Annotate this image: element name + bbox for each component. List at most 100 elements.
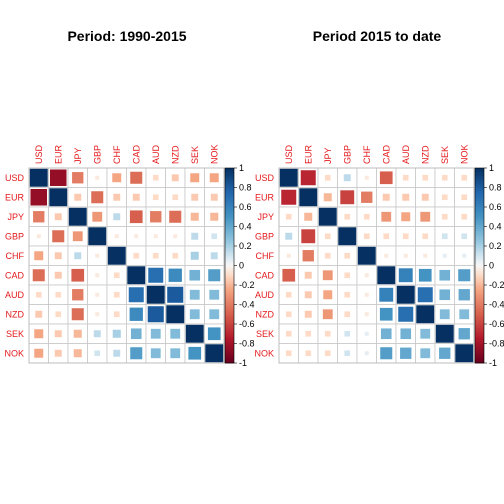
corr-square-EUR-CHF (113, 193, 121, 201)
colorbar-segment (225, 343, 234, 346)
corr-square-EUR-NZD (172, 194, 179, 201)
row-label-CAD: CAD (5, 270, 25, 280)
colorbar-tick-label: -1 (489, 358, 497, 368)
colorbar-segment (475, 331, 484, 335)
corr-square-GBP-NZD (173, 234, 178, 239)
colorbar-tick-label: 0.4 (489, 222, 502, 232)
colorbar-segment (225, 218, 234, 222)
corr-square-USD-NZD (171, 174, 179, 182)
colorbar-tick-label: -0.6 (239, 319, 255, 329)
colorbar-segment (475, 361, 484, 364)
colorbar-segment (225, 277, 234, 280)
colorbar-segment (225, 183, 234, 186)
corr-square-JPY-CHF (363, 213, 370, 220)
corr-square-GBP-JPY (72, 231, 83, 242)
colorbar-segment (475, 183, 484, 186)
colorbar-segment (475, 232, 484, 235)
colorbar-segment (475, 168, 484, 171)
corr-square-SEK-CHF (112, 329, 121, 338)
corr-square-NOK-AUD (150, 348, 161, 359)
corr-square-NZD-NOK (209, 309, 220, 320)
colorbar-segment (225, 247, 234, 251)
colorbar-tick-label: 0.6 (239, 202, 252, 212)
row-label-EUR: EUR (5, 192, 25, 202)
colorbar-segment (475, 181, 484, 184)
corr-square-GBP-AUD (402, 233, 409, 240)
colorbar-tick-label: 0.8 (489, 183, 502, 193)
colorbar-segment (475, 203, 484, 206)
colorbar-segment (475, 205, 484, 208)
corr-square-CHF-SEK (442, 253, 447, 258)
colorbar-segment (475, 189, 484, 192)
corr-square-NZD-NOK (459, 309, 470, 320)
corr-square-NZD-NZD (166, 305, 185, 324)
corr-square-NOK-CHF (364, 351, 369, 356)
correlation-panel-1990-2015: Period: 1990-2015 USD EUR JPY GBP CHF CAD AUD N… (4, 28, 254, 368)
colorbar-segment (475, 290, 484, 294)
colorbar-segment (225, 224, 234, 227)
colorbar-segment (475, 185, 484, 188)
colorbar-segment (475, 335, 484, 339)
corr-square-USD-EUR (49, 169, 67, 187)
corr-square-USD-AUD (152, 174, 159, 181)
corr-square-NOK-EUR (305, 350, 312, 357)
colorbar-segment (475, 261, 484, 264)
corr-square-CAD-GBP (344, 272, 351, 279)
colorbar-segment (475, 218, 484, 222)
corr-square-CAD-AUD (148, 267, 164, 283)
corr-square-CHF-EUR (302, 250, 314, 262)
colorbar-segment (225, 331, 234, 335)
colorbar-segment (225, 257, 234, 261)
corr-square-CHF-CHF (357, 246, 376, 265)
corr-square-GBP-CHF (114, 234, 119, 239)
corr-square-EUR-CAD (132, 193, 140, 201)
colorbar-segment (475, 349, 484, 352)
corr-square-JPY-NOK (461, 213, 468, 220)
corr-square-CAD-NZD (418, 268, 432, 282)
corr-square-GBP-CAD (134, 234, 139, 239)
colorbar-segment (225, 191, 234, 194)
colorbar-segment (225, 255, 234, 259)
corr-square-AUD-CHF (113, 291, 120, 298)
colorbar-segment (475, 281, 484, 284)
corr-square-EUR-USD (30, 188, 48, 206)
colorbar-segment (225, 296, 234, 300)
corr-square-USD-JPY (324, 174, 331, 181)
colorbar-segment (475, 267, 484, 270)
corr-square-JPY-NOK (210, 212, 219, 221)
corr-square-SEK-USD (285, 330, 292, 337)
corr-square-USD-SEK (190, 173, 200, 183)
colorbar-tick-label: 0 (489, 261, 494, 271)
corr-square-SEK-EUR (305, 330, 312, 337)
corr-square-CHF-CHF (107, 246, 126, 265)
colorbar-segment (475, 257, 484, 261)
colorbar-segment (475, 355, 484, 358)
corr-square-USD-AUD (402, 174, 409, 181)
colorbar-segment (475, 259, 484, 262)
colorbar-tick-label: -0.2 (239, 280, 255, 290)
colorbar-segment (225, 179, 234, 183)
colorbar-tick-label: -0.2 (489, 280, 504, 290)
colorbar-segment (225, 181, 234, 184)
corr-square-CAD-JPY (71, 268, 85, 282)
corr-square-AUD-EUR (304, 291, 312, 299)
corr-square-SEK-GBP (93, 330, 101, 338)
col-label-SEK: SEK (440, 146, 450, 164)
colorbar-segment (225, 304, 234, 307)
colorbar-segment (475, 193, 484, 196)
colorbar-segment (225, 242, 234, 245)
colorbar-segment (225, 318, 234, 321)
corr-square-NOK-JPY (324, 350, 331, 357)
colorbar-segment (475, 216, 484, 220)
colorbar-segment (225, 208, 234, 212)
colorbar-tick-label: 0 (239, 261, 244, 271)
corr-square-GBP-NOK (211, 233, 218, 240)
corr-square-AUD-NOK (209, 289, 220, 300)
colorbar-segment (225, 281, 234, 284)
colorbar-segment (475, 298, 484, 301)
col-label-CHF: CHF (362, 145, 372, 164)
colorbar-segment (475, 271, 484, 274)
colorbar-segment (225, 308, 234, 311)
col-label-NOK: NOK (459, 144, 469, 164)
colorbar-segment (225, 169, 234, 173)
